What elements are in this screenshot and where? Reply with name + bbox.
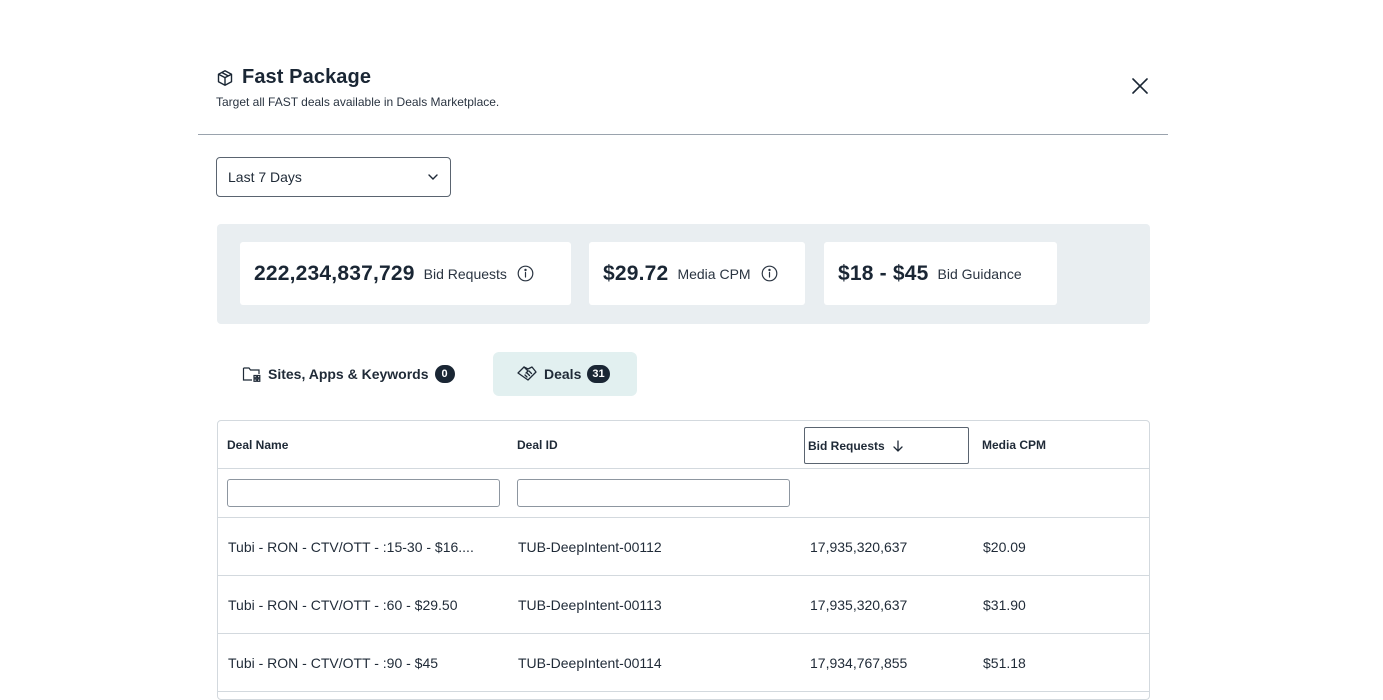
fast-package-modal: Fast Package Target all FAST deals avail…: [198, 0, 1168, 700]
tab-label: Deals: [544, 366, 582, 382]
stat-value: $29.72: [603, 261, 669, 285]
modal-header: Fast Package Target all FAST deals avail…: [216, 66, 1156, 126]
cell-deal-id: TUB-DeepIntent-00113: [518, 597, 662, 613]
cell-bid-requests: 17,935,320,637: [810, 539, 908, 555]
package-icon: [216, 69, 234, 87]
stat-label: Bid Guidance: [937, 265, 1022, 282]
info-icon[interactable]: [517, 265, 534, 282]
date-range-value: Last 7 Days: [228, 169, 302, 185]
arrow-down-icon: [893, 439, 903, 452]
cell-deal-id: TUB-DeepIntent-00114: [518, 655, 662, 671]
chevron-down-icon: [428, 174, 438, 180]
cell-deal-name: Tubi - RON - CTV/OTT - :90 - $45: [228, 655, 439, 671]
stat-media-cpm: $29.72 Media CPM: [589, 242, 805, 305]
tab-count-badge: 31: [587, 365, 610, 383]
deal-id-filter-input[interactable]: [517, 479, 790, 507]
tab-deals[interactable]: Deals 31: [493, 352, 637, 396]
folder-grid-icon: [242, 367, 261, 382]
tab-count-badge: 0: [434, 365, 455, 383]
cell-deal-name: Tubi - RON - CTV/OTT - :15-30 - $16....: [228, 539, 474, 555]
close-button[interactable]: [1128, 74, 1152, 98]
info-icon[interactable]: [761, 265, 778, 282]
modal-title: Fast Package: [242, 66, 372, 88]
stat-label: Bid Requests: [423, 265, 507, 282]
cell-media-cpm: $20.09: [983, 539, 1026, 555]
close-icon: [1132, 78, 1148, 94]
table-row[interactable]: Tubi - RON - CTV/OTT - :15-30 - $16.... …: [218, 518, 1149, 576]
cell-media-cpm: $51.18: [983, 655, 1026, 671]
column-header-bid-requests[interactable]: Bid Requests: [804, 427, 969, 464]
table-header: Deal Name Deal ID Bid Requests Media CPM: [218, 421, 1149, 469]
table-row[interactable]: Tubi - RON - CTV/OTT - :60 - $29.50 TUB-…: [218, 576, 1149, 634]
title-row: Fast Package: [216, 66, 1156, 89]
cell-media-cpm: $31.90: [983, 597, 1026, 613]
stat-bid-requests: 222,234,837,729 Bid Requests: [240, 242, 571, 305]
modal-subtitle: Target all FAST deals available in Deals…: [216, 95, 500, 109]
column-header-label: Bid Requests: [808, 438, 885, 453]
column-header-deal-name[interactable]: Deal Name: [227, 438, 289, 452]
deals-table: Deal Name Deal ID Bid Requests Media CPM…: [217, 420, 1150, 700]
header-divider: [198, 134, 1168, 135]
cell-bid-requests: 17,934,767,855: [810, 655, 908, 671]
stat-value: $18 - $45: [838, 261, 929, 285]
cell-deal-id: TUB-DeepIntent-00112: [518, 539, 662, 555]
date-range-select[interactable]: Last 7 Days: [216, 157, 451, 197]
stat-bid-guidance: $18 - $45 Bid Guidance: [824, 242, 1057, 305]
table-row[interactable]: Tubi - RON - CTV/OTT - :90 - $45 TUB-Dee…: [218, 634, 1149, 692]
stat-value: 222,234,837,729: [254, 261, 415, 285]
handshake-icon: [517, 366, 537, 381]
cell-deal-name: Tubi - RON - CTV/OTT - :60 - $29.50: [228, 597, 458, 613]
tab-label: Sites, Apps & Keywords: [268, 366, 429, 382]
column-header-deal-id[interactable]: Deal ID: [517, 438, 558, 452]
tab-sites-apps-keywords[interactable]: Sites, Apps & Keywords 0: [224, 352, 474, 396]
deal-name-filter-input[interactable]: [227, 479, 500, 507]
cell-bid-requests: 17,935,320,637: [810, 597, 908, 613]
stats-panel: 222,234,837,729 Bid Requests $29.72 Medi…: [217, 224, 1150, 324]
filter-row: [218, 469, 1149, 518]
column-header-media-cpm[interactable]: Media CPM: [982, 438, 1047, 452]
stat-label: Media CPM: [677, 265, 751, 282]
